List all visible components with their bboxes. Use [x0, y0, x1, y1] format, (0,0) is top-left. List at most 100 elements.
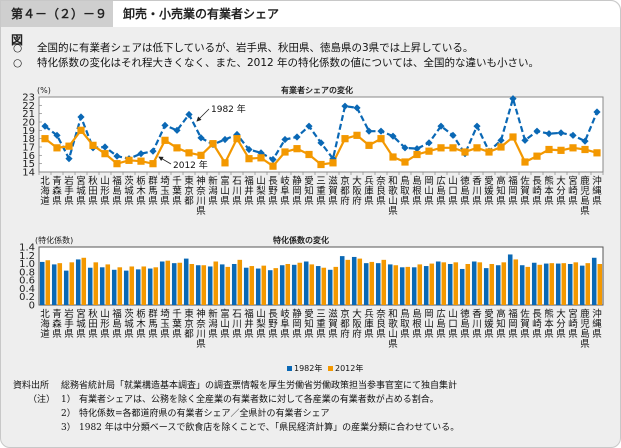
line-x-tick-label: 賀 — [328, 185, 338, 197]
line-x-tick-label: 高 — [496, 175, 506, 187]
legend-label-2012: 2012年 — [335, 363, 363, 373]
line-x-tick-label: 島 — [412, 175, 422, 187]
annotation-2012: 2012 年 — [173, 159, 208, 171]
series-1982-point — [197, 134, 205, 142]
series-1982-point — [137, 150, 145, 158]
line-x-tick-label: 県 — [376, 196, 386, 207]
bar-2012 — [297, 262, 303, 305]
line-x-tick-label: 知 — [496, 185, 506, 197]
note-text: 特化係数=各都道府県の有業者シェア／全県計の有業者シェア — [79, 409, 330, 419]
bar-x-tick-label: 知 — [496, 318, 506, 330]
bar-1982 — [63, 270, 69, 305]
bar-x-tick-label: 岡 — [424, 309, 434, 320]
series-2012-point — [161, 136, 169, 144]
line-x-tick-label: 本 — [544, 185, 554, 197]
bar-1982 — [555, 263, 561, 305]
series-1982-point — [545, 130, 553, 138]
series-1982-point — [341, 102, 349, 110]
series-1982-point — [497, 136, 505, 144]
bar-x-tick-label: 県 — [472, 329, 482, 340]
line-x-tick-label: 県 — [508, 196, 518, 207]
bar-1982 — [591, 257, 597, 305]
bar-x-tick-label: 手 — [64, 318, 74, 330]
series-1982-point — [365, 127, 373, 135]
series-2012-point — [257, 154, 265, 162]
series-2012-point — [113, 160, 121, 168]
bar-x-tick-label: 庫 — [364, 318, 374, 330]
bar-x-tick-label: 崎 — [532, 318, 542, 330]
bullet-item: ○ 全国的に有業者シェアは低下しているが、岩手県、秋田県、徳島県の3県では上昇して… — [13, 41, 539, 56]
bar-x-tick-label: 野 — [268, 319, 278, 330]
series-1982-point — [437, 122, 445, 130]
series-2012-point — [497, 143, 505, 151]
bar-x-tick-label: 福 — [244, 308, 254, 320]
bar-x-tick-label: 県 — [400, 329, 410, 340]
bar-2012 — [561, 263, 567, 305]
line-x-tick-label: 愛 — [484, 175, 494, 187]
bar-x-tick-label: 県 — [64, 329, 74, 340]
bar-x-tick-label: 本 — [544, 318, 554, 330]
line-x-tick-label: 分 — [556, 186, 566, 197]
bar-x-tick-label: 奈 — [376, 308, 386, 320]
bar-1982 — [51, 264, 57, 305]
bar-x-tick-label: 縄 — [592, 318, 602, 330]
bar-x-tick-label: 県 — [580, 339, 590, 350]
bar-x-tick-label: 県 — [88, 329, 98, 340]
bar-1982 — [507, 254, 513, 305]
bar-1982 — [339, 256, 345, 305]
bar-x-tick-label: 島 — [436, 318, 446, 330]
line-x-tick-label: 県 — [448, 196, 458, 207]
bar-x-tick-label: 知 — [304, 318, 314, 330]
bar-1982 — [195, 265, 201, 305]
line-x-tick-label: 大 — [556, 175, 566, 187]
bar-x-tick-label: 県 — [508, 329, 518, 340]
bar-x-tick-label: 山 — [220, 319, 230, 330]
series-1982-point — [149, 147, 157, 155]
bar-x-tick-label: 宮 — [76, 308, 86, 320]
line-x-tick-label: 県 — [88, 196, 98, 207]
bar-x-tick-label: 井 — [244, 318, 254, 330]
bar-x-tick-label: 潟 — [208, 318, 218, 330]
series-2012-point — [101, 150, 109, 158]
bar-x-tick-label: 島 — [112, 318, 122, 330]
annotation-arrow-2012 — [158, 156, 172, 165]
line-x-tick-label: 東 — [184, 175, 194, 187]
line-x-tick-label: 山 — [424, 186, 434, 197]
series-2012-point — [317, 160, 325, 169]
bar-x-tick-label: 滋 — [328, 308, 338, 320]
line-x-tick-label: 熊 — [544, 175, 554, 187]
line-x-tick-label: 岡 — [508, 186, 518, 197]
bar-x-tick-label: 京 — [340, 308, 350, 320]
line-x-tick-label: 青 — [52, 175, 62, 187]
line-x-tick-label: 島 — [580, 195, 590, 207]
note-text: 有業者シェアは、公務を除く全産業の有業者数に対して各産業の有業者数が占める割合。 — [79, 395, 439, 405]
bar-x-tick-label: 島 — [460, 318, 470, 330]
line-chart-title: 有業者シェアの変化 — [281, 85, 353, 95]
series-2012-point — [593, 149, 601, 157]
bar-x-tick-label: 県 — [52, 329, 62, 340]
series-2012-point — [137, 157, 145, 165]
line-x-tick-label: 長 — [532, 176, 542, 187]
bar-x-tick-label: 県 — [484, 329, 494, 340]
series-1982-point — [413, 145, 421, 153]
line-x-tick-label: 県 — [556, 196, 566, 207]
line-x-tick-label: 県 — [76, 196, 86, 207]
line-x-tick-label: 取 — [400, 186, 410, 197]
series-2012-point — [41, 135, 49, 143]
bar-x-tick-label: 梨 — [256, 318, 266, 330]
bar-x-tick-label: 阪 — [352, 319, 362, 330]
line-x-tick-label: 県 — [520, 196, 530, 207]
series-2012-point — [209, 140, 217, 148]
bar-x-tick-label: 岡 — [508, 319, 518, 330]
line-x-tick-label: 宮 — [568, 175, 578, 187]
note-row: （注） 1） 有業者シェアは、公務を除く全産業の有業者数に対して各産業の有業者数が占… — [13, 393, 459, 407]
bar-2012 — [153, 267, 159, 305]
series-1982-point — [557, 129, 565, 137]
bar-2012 — [573, 262, 579, 305]
bar-2012 — [69, 262, 75, 305]
bar-x-tick-label: 栃 — [136, 308, 146, 320]
notes-section: 資料出所 総務省統計局「就業構造基本調査」の調査票情報を厚生労働省労働政策担当参事… — [13, 379, 459, 435]
bar-x-tick-label: 岩 — [64, 308, 74, 320]
series-2012-point — [173, 144, 181, 152]
bar-2012 — [309, 264, 315, 305]
